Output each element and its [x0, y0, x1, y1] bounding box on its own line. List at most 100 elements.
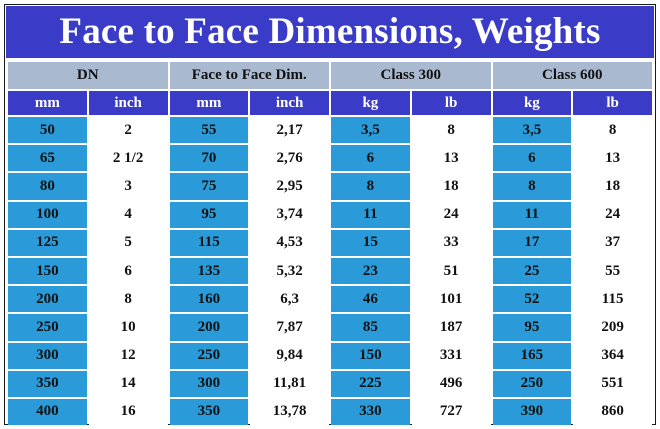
table-cell: 33 [411, 229, 491, 256]
table-cell: 300 [8, 342, 87, 369]
table-cell: 5,32 [250, 257, 329, 285]
table-row: 200 8 160 6,3 46 101 52 115 [8, 286, 652, 313]
table-cell: 14 [88, 370, 168, 397]
table-cell: 8 [411, 117, 491, 144]
table-cell: 18 [411, 173, 491, 200]
unit-header: kg [492, 91, 572, 115]
table-cell: 65 [8, 145, 87, 172]
unit-header: inch [250, 91, 329, 115]
table-cell: 50 [8, 117, 87, 144]
table-cell: 55 [169, 117, 249, 144]
table-cell: 7,87 [250, 314, 329, 341]
unit-header: lb [573, 91, 652, 115]
table-cell: 160 [169, 286, 249, 313]
table-cell: 6 [492, 145, 572, 172]
table-cell: 364 [573, 342, 652, 369]
table-cell: 101 [411, 286, 491, 313]
table-row: 65 2 1/2 70 2,76 6 13 6 13 [8, 145, 652, 172]
group-header-dn: DN [8, 62, 168, 89]
table-cell: 46 [331, 286, 410, 313]
table-cell: 250 [169, 342, 249, 369]
dimensions-table: DN Face to Face Dim. Class 300 Class 600… [6, 60, 654, 427]
table-row: 50 2 55 2,17 3,5 8 3,5 8 [8, 117, 652, 144]
table-cell: 150 [8, 257, 87, 285]
table-cell: 75 [169, 173, 249, 200]
group-header-class-300: Class 300 [331, 62, 491, 89]
table-cell: 225 [331, 370, 410, 397]
table-cell: 3,5 [492, 117, 572, 144]
table-cell: 2 [88, 117, 168, 144]
group-header-face-to-face: Face to Face Dim. [169, 62, 329, 89]
table-cell: 55 [573, 257, 652, 285]
table-cell: 860 [573, 398, 652, 426]
table-cell: 11 [331, 201, 410, 228]
table-row: 80 3 75 2,95 8 18 8 18 [8, 173, 652, 200]
table-cell: 100 [8, 201, 87, 228]
table-body: 50 2 55 2,17 3,5 8 3,5 8 65 2 1/2 70 2,76 6 13 6 13 80 3 7… [8, 117, 652, 426]
unit-header: lb [411, 91, 491, 115]
table-cell: 6 [88, 257, 168, 285]
table-cell: 15 [331, 229, 410, 256]
table-cell: 8 [331, 173, 410, 200]
table-cell: 11,81 [250, 370, 329, 397]
table-cell: 17 [492, 229, 572, 256]
table-row: 250 10 200 7,87 85 187 95 209 [8, 314, 652, 341]
table-cell: 52 [492, 286, 572, 313]
table-cell: 2,95 [250, 173, 329, 200]
table-cell: 24 [573, 201, 652, 228]
table-cell: 125 [8, 229, 87, 256]
table-cell: 13,78 [250, 398, 329, 426]
table-cell: 95 [169, 201, 249, 228]
table-cell: 51 [411, 257, 491, 285]
table-cell: 400 [8, 398, 87, 426]
table-cell: 9,84 [250, 342, 329, 369]
table-cell: 37 [573, 229, 652, 256]
table-cell: 115 [573, 286, 652, 313]
table-cell: 727 [411, 398, 491, 426]
table-cell: 150 [331, 342, 410, 369]
table-cell: 10 [88, 314, 168, 341]
table-cell: 8 [573, 117, 652, 144]
table-cell: 8 [492, 173, 572, 200]
table-cell: 24 [411, 201, 491, 228]
table-cell: 187 [411, 314, 491, 341]
table-cell: 350 [8, 370, 87, 397]
table-cell: 496 [411, 370, 491, 397]
table-cell: 25 [492, 257, 572, 285]
table-cell: 23 [331, 257, 410, 285]
table-cell: 5 [88, 229, 168, 256]
unit-header: mm [169, 91, 249, 115]
table-cell: 165 [492, 342, 572, 369]
table-cell: 390 [492, 398, 572, 426]
table-cell: 85 [331, 314, 410, 341]
table-cell: 6,3 [250, 286, 329, 313]
table-cell: 4 [88, 201, 168, 228]
table-cell: 209 [573, 314, 652, 341]
table-cell: 135 [169, 257, 249, 285]
unit-header: kg [331, 91, 410, 115]
table-cell: 2,17 [250, 117, 329, 144]
table-cell: 13 [573, 145, 652, 172]
table-cell: 3 [88, 173, 168, 200]
table-cell: 13 [411, 145, 491, 172]
unit-header: inch [88, 91, 168, 115]
table-cell: 3,74 [250, 201, 329, 228]
table-cell: 16 [88, 398, 168, 426]
table-cell: 4,53 [250, 229, 329, 256]
table-cell: 8 [88, 286, 168, 313]
table-cell: 200 [169, 314, 249, 341]
table-cell: 95 [492, 314, 572, 341]
table-cell: 12 [88, 342, 168, 369]
table-cell: 6 [331, 145, 410, 172]
table-row: 400 16 350 13,78 330 727 390 860 [8, 398, 652, 426]
group-header-class-600: Class 600 [492, 62, 652, 89]
table-cell: 70 [169, 145, 249, 172]
table-cell: 11 [492, 201, 572, 228]
unit-header-row: mm inch mm inch kg lb kg lb [8, 91, 652, 115]
dimensions-table-frame: Face to Face Dimensions, Weights DN Face… [4, 4, 656, 427]
table-cell: 2,76 [250, 145, 329, 172]
table-cell: 3,5 [331, 117, 410, 144]
table-cell: 300 [169, 370, 249, 397]
table-row: 350 14 300 11,81 225 496 250 551 [8, 370, 652, 397]
unit-header: mm [8, 91, 87, 115]
